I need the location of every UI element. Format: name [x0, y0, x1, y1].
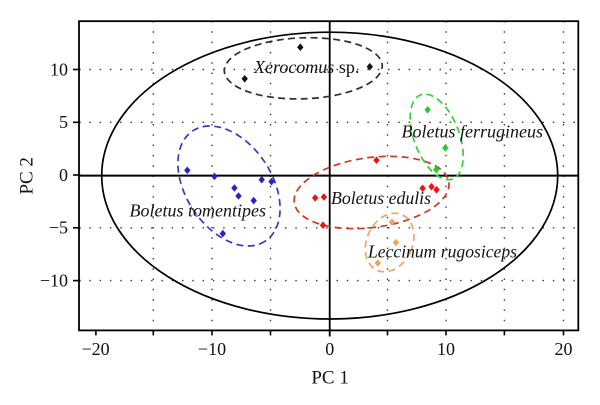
- svg-text:−5: −5: [49, 218, 68, 238]
- svg-text:Boletus tomentipes: Boletus tomentipes: [130, 200, 266, 220]
- svg-text:Boletus edulis: Boletus edulis: [331, 188, 431, 208]
- svg-text:−20: −20: [82, 339, 110, 359]
- svg-text:10: 10: [50, 59, 68, 79]
- svg-text:5: 5: [59, 112, 68, 132]
- svg-text:20: 20: [555, 339, 573, 359]
- svg-text:−10: −10: [40, 271, 68, 291]
- svg-text:0: 0: [59, 165, 68, 185]
- svg-text:Leccinum rugosiceps: Leccinum rugosiceps: [367, 242, 517, 262]
- svg-text:PC 1: PC 1: [311, 368, 349, 389]
- svg-text:Xerocomus sp.: Xerocomus sp.: [253, 57, 359, 77]
- svg-text:0: 0: [325, 339, 334, 359]
- svg-text:Boletus ferrugineus: Boletus ferrugineus: [402, 122, 544, 142]
- svg-text:10: 10: [437, 339, 455, 359]
- svg-text:−10: −10: [198, 339, 226, 359]
- svg-text:PC 2: PC 2: [16, 157, 37, 195]
